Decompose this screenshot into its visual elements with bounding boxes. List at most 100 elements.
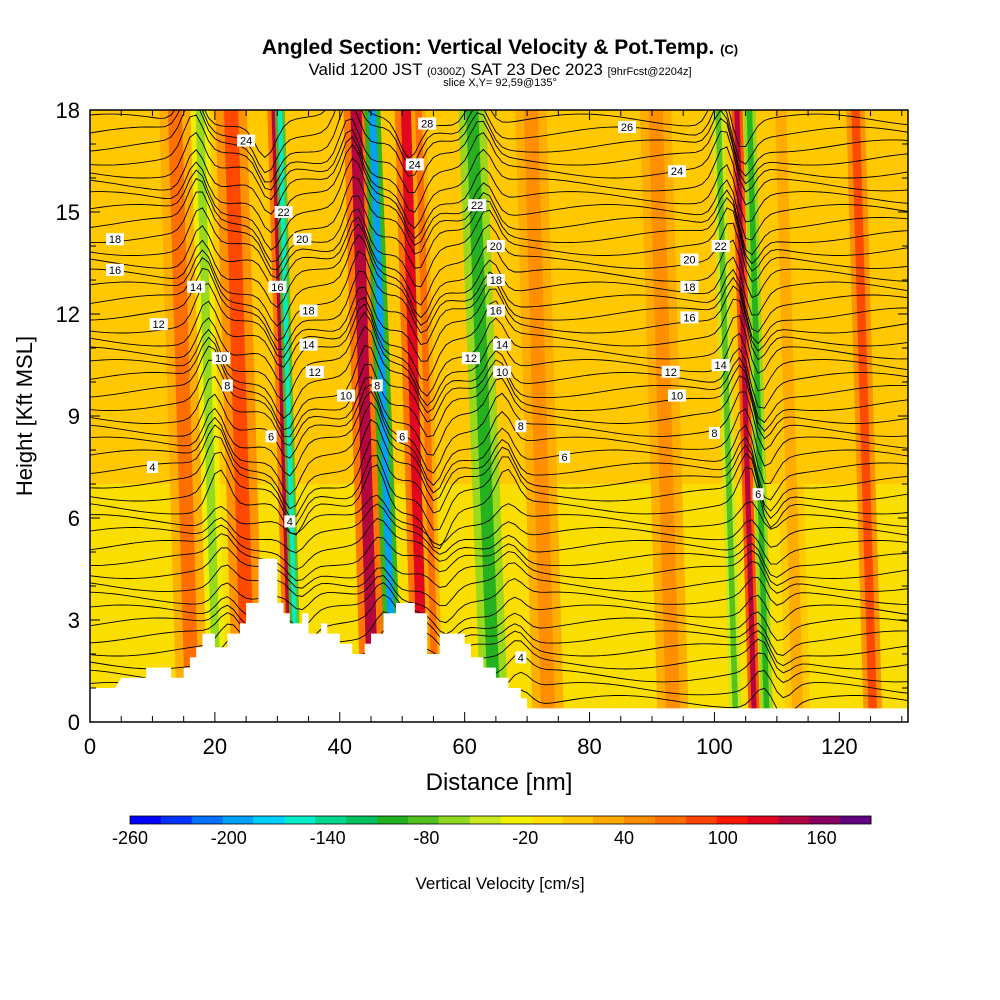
- contour-label-text: 14: [715, 360, 727, 372]
- contour-label: 4: [515, 651, 527, 664]
- theta-contour-line: [90, 143, 908, 239]
- contour-label-text: 8: [224, 380, 230, 392]
- theta-contour-line: [90, 216, 908, 306]
- contour-label-text: 4: [518, 652, 524, 664]
- contour-label: 24: [237, 134, 256, 148]
- contour-label-text: 16: [271, 282, 283, 294]
- theta-contour-line: [90, 223, 908, 319]
- theta-contour-line: [90, 176, 908, 263]
- y-tick-label: 3: [68, 608, 80, 633]
- contour-label: 18: [299, 304, 318, 318]
- contour-label-text: 24: [240, 136, 252, 148]
- contour-label-box: [418, 117, 437, 130]
- theta-contour-line: [90, 129, 908, 213]
- x-tick-label: 80: [577, 734, 601, 759]
- theta-contour-line: [90, 114, 908, 194]
- contour-label-text: 20: [683, 255, 695, 267]
- contour-label: 8: [221, 379, 233, 392]
- contour-label-box: [405, 158, 424, 171]
- theta-contour-line: [90, 638, 908, 682]
- contour-label-text: 10: [340, 391, 352, 403]
- contour-label-box: [486, 304, 505, 317]
- contour-label: 8: [708, 427, 720, 440]
- contour-label: 10: [337, 389, 356, 403]
- contour-label-box: [680, 311, 699, 324]
- contour-label-box: [105, 233, 124, 246]
- contour-label: 10: [212, 352, 231, 365]
- velocity-band-core: [523, 110, 556, 722]
- contour-label: 16: [486, 304, 505, 318]
- contour-label-box: [396, 430, 408, 443]
- contour-label-box: [293, 233, 312, 246]
- contour-label-box: [515, 420, 527, 433]
- contour-label: 14: [299, 338, 318, 352]
- velocity-band-core: [734, 110, 757, 722]
- x-tick-label: 100: [696, 734, 733, 759]
- theta-contour-line: [90, 135, 908, 229]
- terrain: [90, 558, 908, 722]
- contour-label-text: 12: [309, 367, 321, 379]
- contour-label-box: [515, 651, 527, 664]
- terrain-shape: [90, 558, 908, 722]
- contour-label-text: 10: [215, 353, 227, 365]
- contour-label-text: 24: [671, 166, 683, 178]
- theta-contour-line: [90, 233, 908, 327]
- theta-contour-line: [90, 374, 908, 456]
- contour-label-box: [661, 365, 680, 378]
- contour-label-text: 28: [421, 119, 433, 131]
- theta-contour-line: [90, 593, 908, 647]
- contour-label-text: 12: [153, 319, 165, 331]
- contour-label: 24: [405, 158, 424, 171]
- x-tick-label: 0: [84, 734, 96, 759]
- theta-contour-line: [90, 110, 908, 159]
- theta-contour-line: [90, 560, 908, 607]
- theta-contour-line: [90, 517, 908, 571]
- contour-label-text: 20: [296, 234, 308, 246]
- contour-label-box: [371, 379, 383, 392]
- theta-contour-line: [90, 344, 908, 431]
- contour-label-text: 4: [287, 516, 293, 528]
- contour-label-text: 14: [302, 340, 314, 352]
- contour-label-box: [187, 280, 206, 293]
- contour-label-text: 10: [496, 367, 508, 379]
- contour-label-box: [468, 199, 487, 212]
- y-tick-label: 12: [56, 302, 80, 327]
- contour-label: 6: [265, 430, 277, 443]
- contour-label: 12: [661, 365, 680, 379]
- chart-subtitle-valid: Valid 1200 JST (0300Z) SAT 23 Dec 2023 […: [308, 60, 692, 79]
- theta-contour-line: [90, 303, 908, 397]
- contour-label: 14: [493, 338, 512, 352]
- contour-label: 4: [284, 515, 296, 528]
- velocity-band-core: [195, 110, 222, 722]
- contour-label-box: [284, 515, 296, 528]
- contour-label: 16: [105, 263, 124, 277]
- x-tick-label: 40: [328, 734, 352, 759]
- contour-label-text: 6: [268, 431, 274, 443]
- contour-label: 22: [468, 199, 487, 212]
- contour-label-box: [146, 461, 158, 473]
- theta-contour-line: [90, 623, 908, 669]
- theta-contour-line: [90, 110, 908, 183]
- theta-contour-line: [90, 503, 908, 555]
- theta-contour-line: [90, 494, 908, 546]
- contour-label: 4: [146, 461, 158, 474]
- contour-label-box: [680, 280, 699, 293]
- theta-contour-line: [90, 451, 908, 531]
- contour-label-box: [149, 318, 168, 331]
- contour-label-box: [461, 352, 480, 365]
- contour-label: 20: [680, 253, 699, 267]
- contour-label-box: [708, 427, 720, 439]
- contour-label: 24: [667, 165, 686, 178]
- contour-label-text: 6: [399, 431, 405, 443]
- contour-label-box: [299, 338, 318, 351]
- chart-title: Angled Section: Vertical Velocity & Pot.…: [261, 36, 739, 59]
- contour-label: 18: [680, 280, 699, 294]
- x-tick-label: 60: [452, 734, 476, 759]
- contour-label-box: [212, 352, 231, 365]
- contour-label: 10: [667, 389, 686, 403]
- contour-label: 6: [396, 430, 408, 443]
- contour-label-box: [486, 274, 505, 286]
- x-axis-label: Distance [nm]: [426, 769, 573, 796]
- contour-label-text: 6: [755, 489, 761, 501]
- contour-label-box: [711, 359, 730, 371]
